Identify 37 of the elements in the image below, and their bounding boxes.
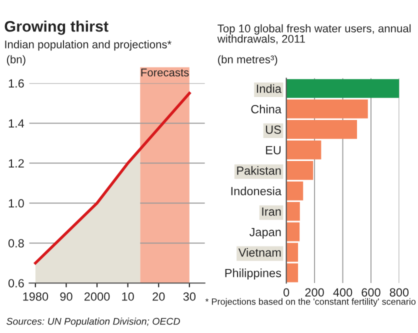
y-tick-label: 0.8 — [8, 239, 24, 248]
y-tick-label: Japan — [249, 228, 281, 239]
x-tick-label: 10 — [122, 292, 134, 301]
y-tick-label: China — [251, 104, 282, 114]
y-tick-label: EU — [266, 146, 281, 154]
y-axis-title: (bn) — [6, 55, 26, 66]
chart-title: Top 10 global fresh water users, annual withdrawals, 2011 — [217, 24, 411, 44]
y-tick-label: 1.4 — [8, 119, 24, 128]
x-tick-label: 200 — [305, 288, 324, 297]
chart-title: Growing thirst — [4, 20, 108, 35]
y-tick-label: Iran — [262, 208, 281, 216]
y-tick-label: 1.6 — [8, 79, 24, 88]
source-note: Sources: UN Population Division; OECD — [6, 318, 180, 327]
y-tick-label: 1.2 — [8, 159, 24, 168]
y-tick-label: US — [266, 125, 281, 134]
x-tick-label: 1980 — [23, 292, 48, 301]
y-tick-label: Philippines — [225, 268, 282, 280]
x-tick-label: 30 — [183, 292, 196, 301]
y-tick-label: Pakistan — [237, 166, 281, 175]
y-tick-label: India — [256, 84, 282, 93]
band-label: Forecasts — [141, 68, 189, 76]
y-tick-label: 1.0 — [8, 199, 24, 208]
x-tick-label: 400 — [333, 288, 352, 297]
x-tick-label: 0 — [284, 288, 290, 297]
line-series — [34, 92, 191, 264]
x-tick-label: 600 — [362, 288, 380, 297]
x-tick-label: 20 — [152, 292, 165, 301]
y-tick-label: Indonesia — [231, 186, 282, 196]
y-tick-label: 0.6 — [8, 279, 24, 288]
x-tick-label: 800 — [390, 288, 409, 297]
chart-subtitle: Indian population and projections* — [5, 40, 172, 51]
bar — [286, 79, 400, 98]
x-tick-label: 90 — [60, 292, 72, 301]
x-axis-title: (bn metres³) — [218, 55, 278, 66]
text: * Projections based on the 'constant fertility' scenario — [205, 298, 416, 307]
y-tick-label: Vietnam — [238, 248, 281, 257]
x-tick-label: 2000 — [84, 292, 110, 301]
